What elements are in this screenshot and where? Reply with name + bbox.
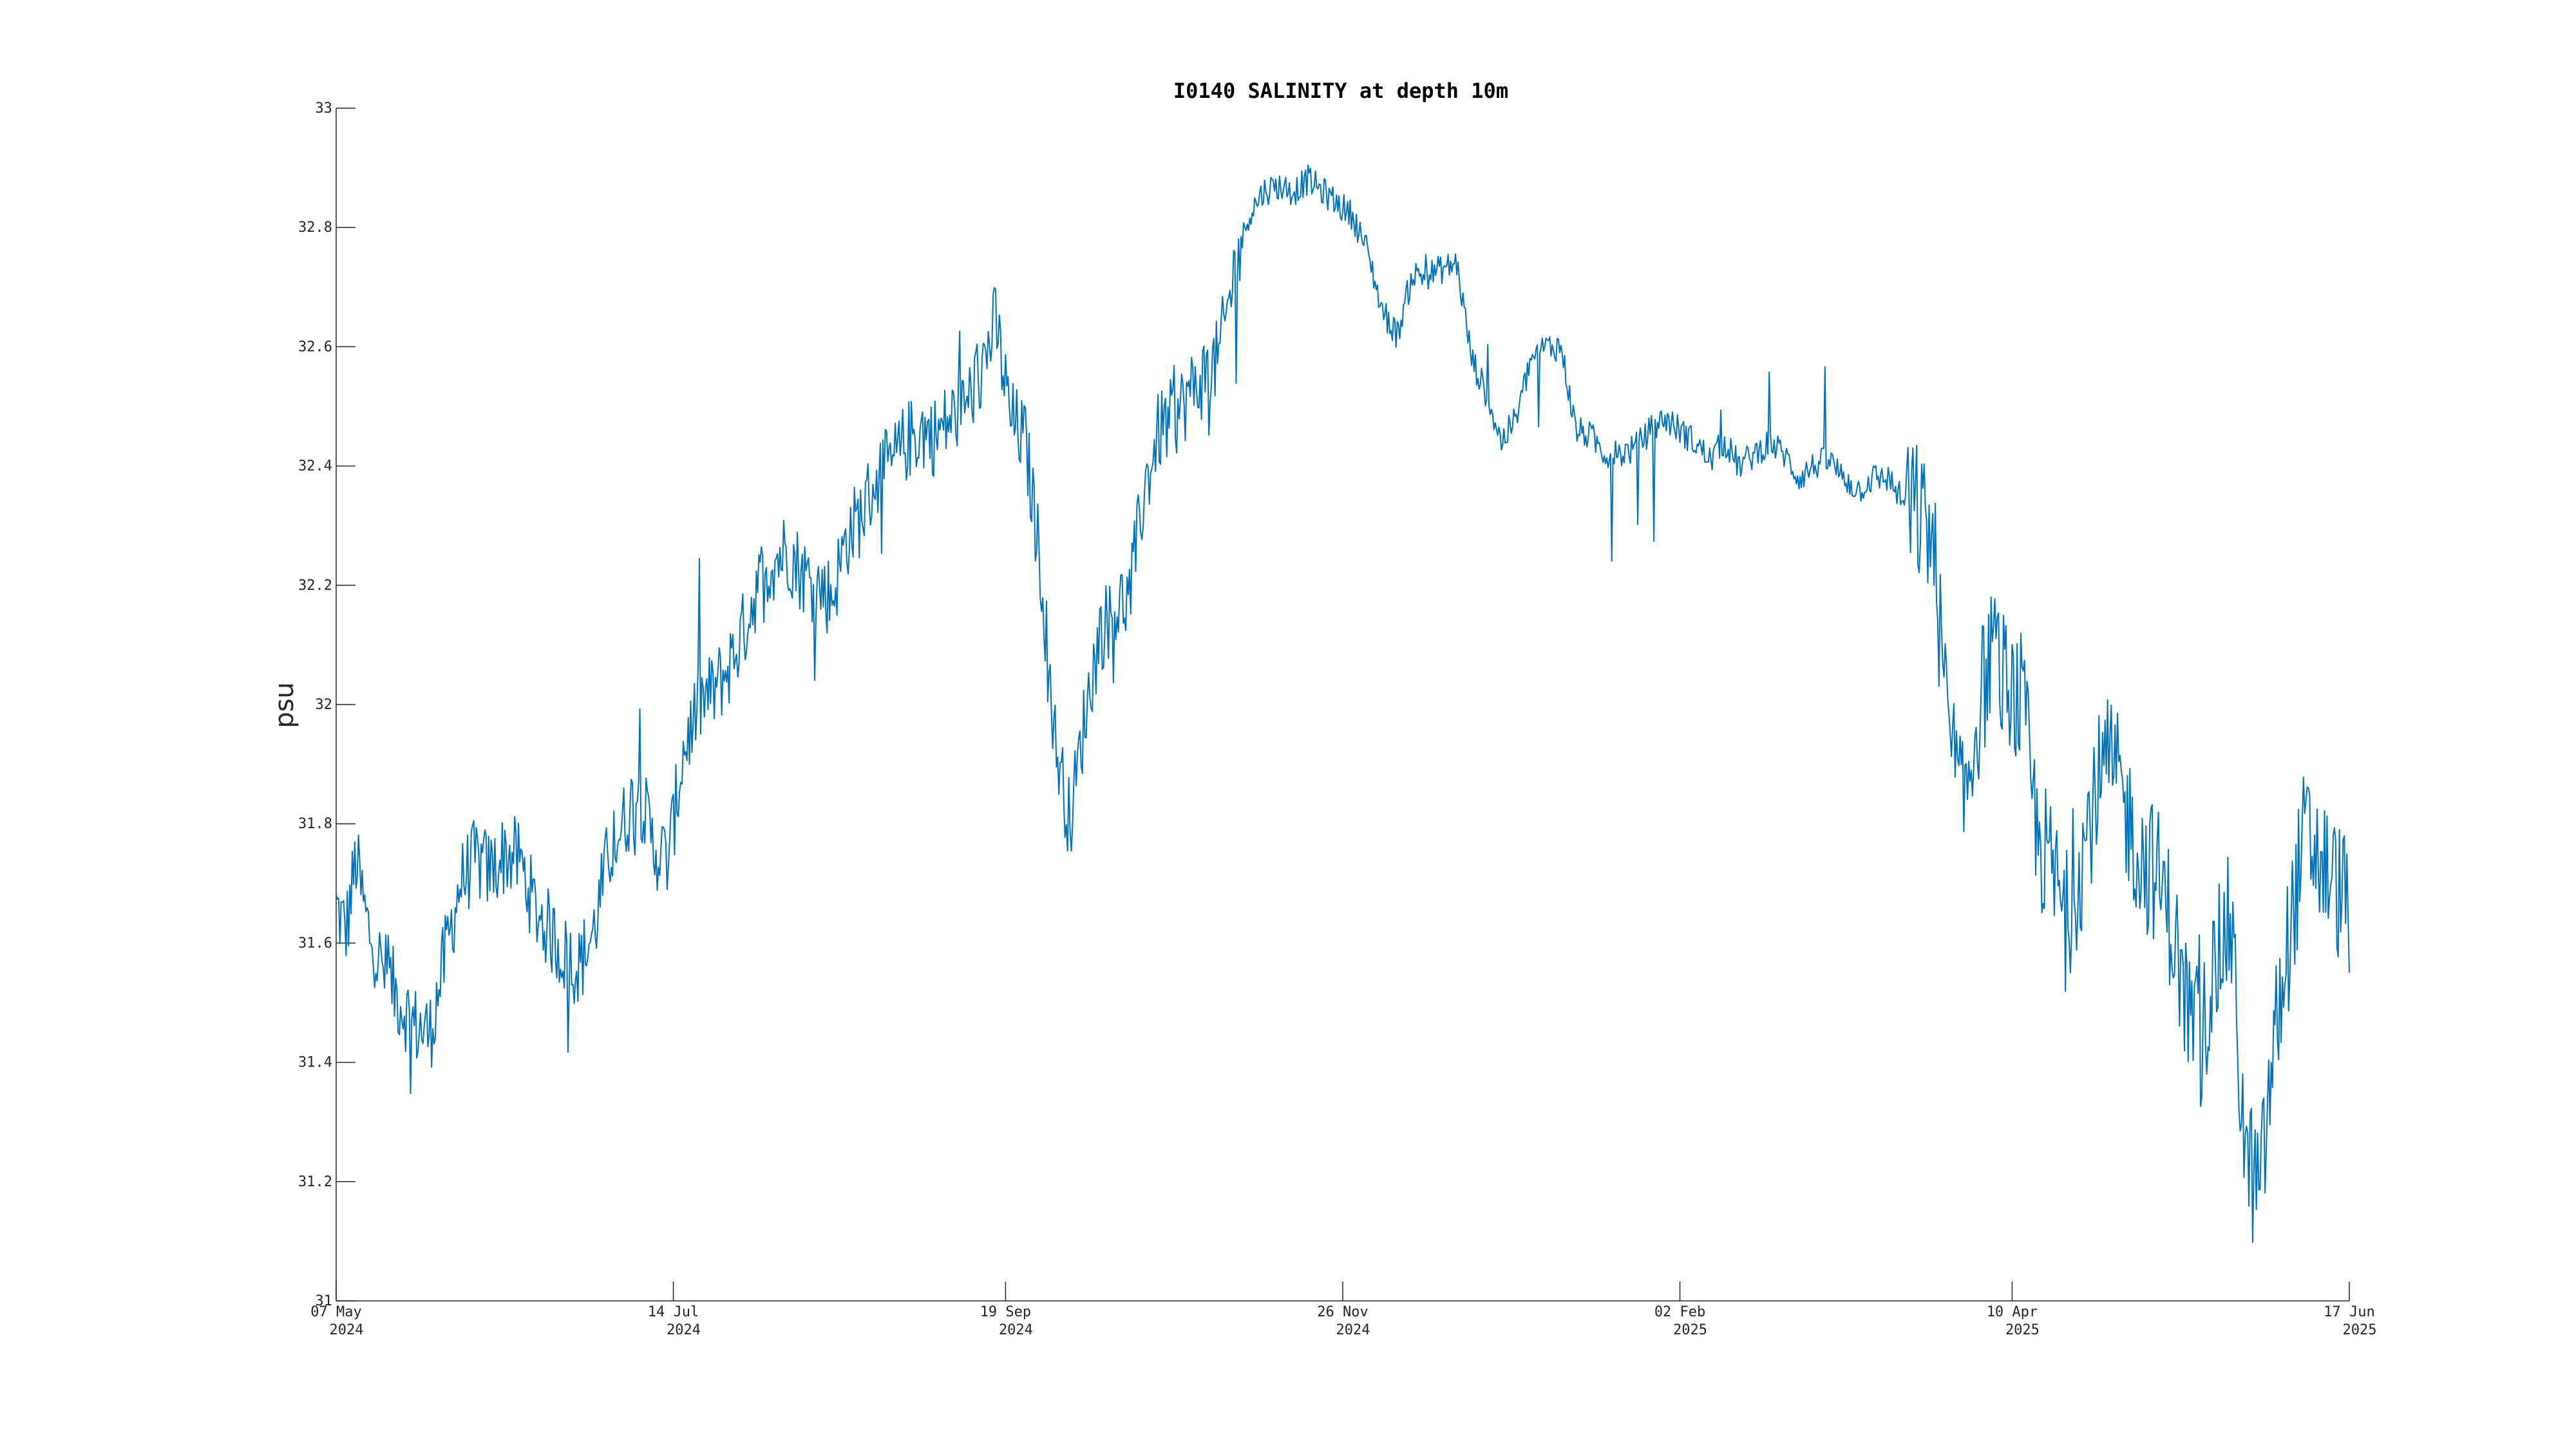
axes [336,108,2349,1302]
x-tick-year-label: 2025 [2005,1322,2040,1338]
y-tick-label: 33 [316,100,333,117]
y-tick-label: 31 [316,1293,333,1309]
x-tick-label: 26 Nov [1317,1304,1368,1320]
y-tick-label: 31.4 [298,1055,332,1071]
x-tick-label: 17 Jun [2324,1304,2374,1320]
x-tick-label: 19 Sep [980,1304,1031,1320]
y-tick-label: 32.6 [298,339,332,355]
x-tick-year-label: 2025 [2343,1322,2377,1338]
x-tick-label: 10 Apr [1987,1304,2038,1320]
x-tick-year-label: 2024 [1336,1322,1370,1338]
salinity-series-line [336,164,2350,1243]
tick-group: 31 31.2 31.4 31.6 31.8 32 32.2 32.4 32.6 32.8 33 07… [298,100,2376,1338]
y-tick-label: 31.6 [298,935,332,951]
series-group [336,164,2350,1243]
y-tick-label: 32 [316,697,333,713]
chart-title: I0140 SALINITY at depth 10m [1173,79,1508,103]
y-tick-label: 31.2 [298,1174,332,1190]
y-tick-label: 31.8 [298,816,332,832]
x-tick-label: 14 Jul [648,1304,699,1320]
y-axis-label: psu [270,682,299,728]
y-tick-label: 32.4 [298,459,332,475]
x-tick-year-label: 2024 [667,1322,701,1338]
x-tick-year-label: 2025 [1673,1322,1707,1338]
x-tick-label: 07 May [310,1304,361,1320]
x-tick-year-label: 2024 [999,1322,1033,1338]
x-tick-year-label: 2024 [330,1322,364,1338]
y-tick-label: 32.8 [298,220,332,236]
y-tick-label: 32.2 [298,578,332,594]
x-tick-label: 02 Feb [1654,1304,1705,1320]
